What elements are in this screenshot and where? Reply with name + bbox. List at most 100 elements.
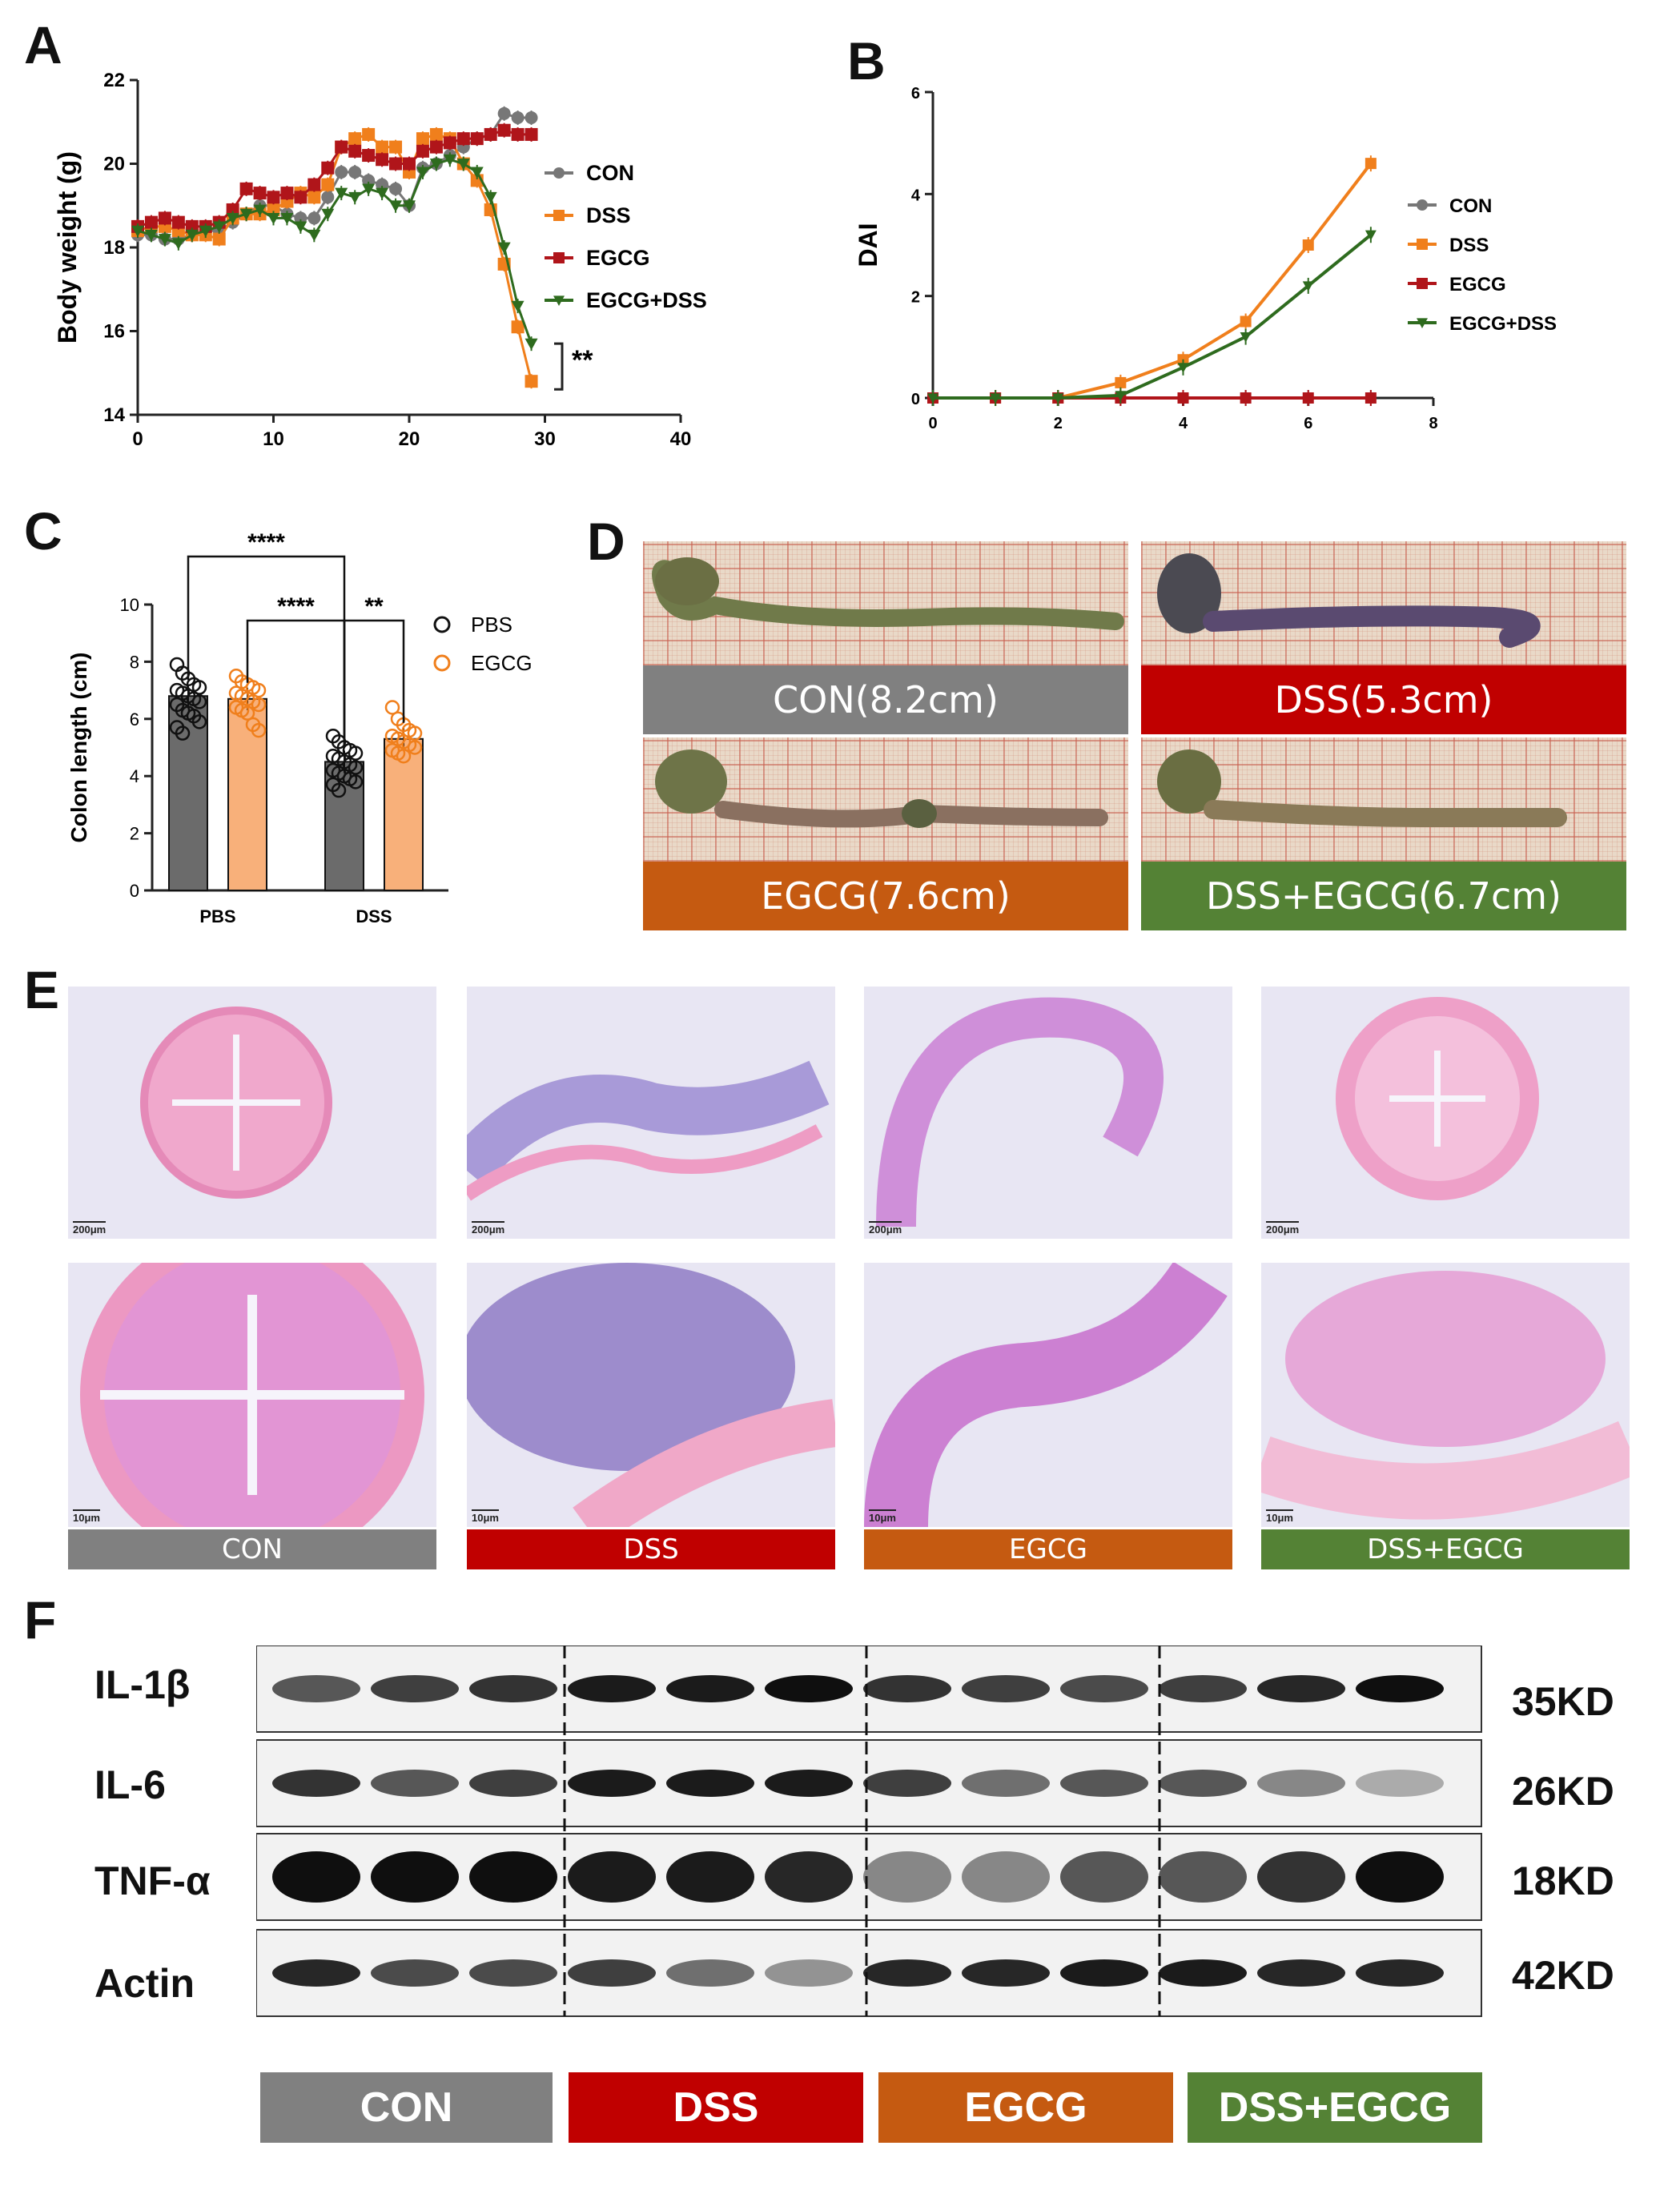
scale-bar: 200μm: [869, 1221, 902, 1236]
blot-band: [863, 1770, 951, 1797]
data-point: [524, 338, 538, 351]
blot-band: [272, 1959, 360, 1987]
histology-caption-dss: DSS: [467, 1529, 835, 1569]
blot-band: [1356, 1770, 1444, 1797]
blot-band: [568, 1959, 656, 1987]
data-point: [171, 238, 185, 250]
legend-marker: [1417, 199, 1428, 211]
histology-con-high: 10μm: [68, 1263, 436, 1527]
y-tick-label: 6: [130, 709, 139, 729]
x-tick-label: 0: [132, 428, 143, 450]
y-tick-label: 20: [103, 154, 125, 175]
blot-band: [371, 1959, 459, 1987]
scale-bar: 200μm: [73, 1221, 107, 1236]
y-tick-label: 16: [103, 321, 125, 343]
data-point: [511, 300, 524, 313]
histology-dss-low: 200μm: [467, 987, 835, 1239]
data-point: [251, 697, 267, 713]
data-point: [294, 221, 307, 233]
blot-band: [1060, 1675, 1148, 1702]
blot-band: [863, 1959, 951, 1987]
data-point: [396, 748, 412, 764]
panel-letter-b: B: [847, 31, 886, 90]
legend-label: EGCG: [1449, 274, 1506, 295]
protein-label-il6: IL-6: [94, 1762, 166, 1807]
data-point: [144, 229, 158, 242]
data-point: [416, 132, 429, 146]
data-point: [1302, 392, 1314, 404]
data-point: [1364, 230, 1377, 241]
blot-band: [371, 1675, 459, 1702]
data-point: [456, 132, 470, 146]
data-point: [307, 178, 321, 191]
data-point: [226, 213, 239, 225]
data-point: [1052, 393, 1064, 404]
blot-band: [1257, 1851, 1345, 1903]
data-point: [212, 232, 226, 246]
blot-band: [962, 1959, 1050, 1987]
data-point: [1364, 392, 1377, 404]
size-label-actin: 42KD: [1512, 1953, 1614, 1998]
data-point: [307, 191, 321, 204]
legend-marker: [433, 616, 451, 633]
series-line: [137, 133, 533, 382]
y-tick-label: 4: [911, 187, 921, 204]
blot-band: [272, 1675, 360, 1702]
x-tick-label: 2: [1054, 415, 1063, 432]
blot-band: [666, 1851, 754, 1903]
legend-marker: [1417, 239, 1428, 250]
panel-letter-d: D: [587, 512, 625, 571]
data-point: [251, 682, 267, 698]
data-point: [321, 191, 335, 204]
legend-marker: [1417, 278, 1428, 289]
data-point: [497, 242, 511, 254]
data-point: [407, 740, 423, 755]
scale-bar: 10μm: [73, 1509, 100, 1524]
data-point: [348, 191, 362, 204]
data-point: [144, 215, 158, 229]
blot-band: [469, 1959, 557, 1987]
data-point: [158, 234, 171, 246]
data-point: [524, 111, 538, 125]
legend-marker: [553, 295, 565, 306]
y-tick-label: 8: [130, 652, 139, 672]
body-weight-chart: 0 10 20 30 40 14 16 18 20 22 Body weight (g) CON DSS…: [53, 70, 707, 450]
blot-band: [765, 1851, 853, 1903]
data-point: [348, 165, 362, 179]
data-point: [348, 745, 364, 761]
data-point: [497, 123, 511, 137]
series-line: [933, 162, 1373, 400]
data-point: [990, 393, 1002, 404]
blot-band: [371, 1770, 459, 1797]
data-point: [280, 187, 294, 200]
data-point: [443, 154, 456, 167]
scale-bar: 10μm: [1266, 1509, 1293, 1524]
x-tick-label: 0: [928, 415, 937, 432]
legend-label: DSS: [1449, 235, 1489, 256]
data-point: [376, 140, 389, 154]
data-point: [191, 694, 207, 709]
blot-band: [666, 1959, 754, 1987]
dai-chart: 0 2 4 6 8 0 2 4 6 DAI CON DSS EGCG EGCG+DSS: [854, 85, 1557, 432]
legend-label: CON: [586, 161, 634, 185]
blot-band: [371, 1851, 459, 1903]
histology-caption-egcg: EGCG: [864, 1529, 1232, 1569]
y-axis-label: Body weight (g): [53, 151, 82, 344]
data-point: [253, 204, 267, 216]
blot-band: [1159, 1675, 1247, 1702]
y-tick-label: 4: [130, 766, 139, 786]
blot-band: [1159, 1851, 1247, 1903]
blot-band: [272, 1770, 360, 1797]
blot-band: [1060, 1770, 1148, 1797]
x-tick-label: PBS: [199, 906, 235, 926]
blot-band: [1356, 1851, 1444, 1903]
data-point: [348, 774, 364, 790]
colon-caption-dss: DSS(5.3cm): [1141, 665, 1626, 734]
data-point: [1302, 281, 1314, 291]
data-point: [497, 106, 511, 120]
data-point: [199, 225, 212, 238]
data-point: [175, 725, 191, 741]
x-tick-label: 4: [1179, 415, 1188, 432]
data-point: [429, 140, 443, 154]
bar: [168, 695, 208, 891]
